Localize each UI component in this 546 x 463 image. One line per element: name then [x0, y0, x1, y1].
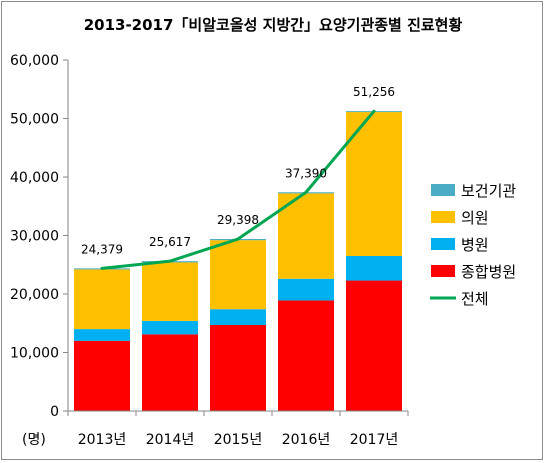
- unit-label: (명): [22, 432, 46, 448]
- legend-label: 병원: [461, 236, 489, 254]
- legend-swatch: [431, 184, 455, 196]
- y-tick-label: 10,000: [10, 346, 59, 362]
- legend-label: 보건기관: [461, 182, 516, 200]
- bar-segment: [346, 112, 402, 256]
- x-tick-label: 2017년: [350, 432, 399, 448]
- legend-swatch: [431, 211, 455, 223]
- bar-segment: [278, 193, 334, 279]
- data-label: 37,390: [285, 166, 327, 180]
- legend-label: 종합병원: [461, 263, 516, 281]
- bar-segment: [210, 325, 266, 411]
- bar-segment: [278, 278, 334, 301]
- y-tick-label: 60,000: [10, 53, 59, 69]
- legend-swatch: [431, 265, 455, 277]
- x-tick-label: 2013년: [78, 432, 127, 448]
- data-label: 25,617: [149, 235, 191, 249]
- bar-stacks: [74, 111, 402, 411]
- legend-label: 전체: [461, 290, 489, 308]
- y-tick-label: 20,000: [10, 287, 59, 303]
- data-label: 29,398: [217, 213, 259, 227]
- total-line-layer: [100, 109, 376, 270]
- y-axis-ticks: 0 10,000 20,000 30,000 40,000 50,000 60,000: [10, 53, 68, 420]
- bar-segment: [142, 262, 198, 321]
- x-tick-label: 2016년: [282, 432, 331, 448]
- bar-segment: [278, 300, 334, 411]
- y-tick-label: 50,000: [10, 112, 59, 128]
- bar-segment: [210, 240, 266, 310]
- y-tick-label: 40,000: [10, 170, 59, 186]
- data-label: 24,379: [81, 242, 123, 256]
- bar-segment: [74, 340, 130, 411]
- bar-segment: [142, 334, 198, 411]
- bar-segment: [346, 280, 402, 411]
- data-label: 51,256: [353, 85, 395, 99]
- total-line: [100, 109, 376, 270]
- bar-segment: [210, 309, 266, 326]
- y-tick-label: 30,000: [10, 229, 59, 245]
- x-tick-label: 2015년: [214, 432, 263, 448]
- bar-segment: [74, 269, 130, 330]
- x-tick-label: 2014년: [146, 432, 195, 448]
- x-axis: 2013년 2014년 2015년 2016년 2017년 (명): [22, 60, 409, 448]
- legend-swatch: [431, 238, 455, 250]
- bar-segment: [346, 255, 402, 281]
- y-tick-label: 0: [50, 404, 59, 420]
- bar-segment: [74, 329, 130, 341]
- legend-label: 의원: [461, 209, 489, 227]
- data-labels: 24,379 25,617 29,398 37,390 51,256: [81, 85, 395, 256]
- chart-title: 2013-2017「비알코올성 지방간」요양기관종별 진료현황: [83, 16, 463, 34]
- bar-segment: [142, 320, 198, 335]
